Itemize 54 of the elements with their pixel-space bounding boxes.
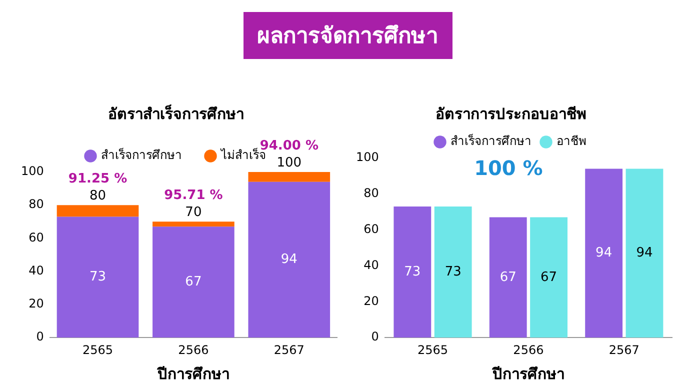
data-label: 94 bbox=[596, 246, 612, 261]
bar bbox=[434, 206, 472, 338]
data-label: 94 bbox=[636, 246, 653, 261]
chart-title: อัตราการประกอบอาชีพ bbox=[436, 104, 586, 123]
y-tick-label: 40 bbox=[364, 258, 379, 272]
x-tick-label: 2566 bbox=[513, 342, 544, 357]
bar bbox=[585, 168, 623, 338]
chart-title: อัตราสำเร็จการศึกษา bbox=[108, 104, 244, 123]
bar bbox=[394, 206, 432, 338]
bar bbox=[152, 226, 234, 338]
x-tick-label: 2567 bbox=[608, 342, 640, 357]
y-tick-label: 100 bbox=[21, 164, 44, 178]
x-tick-label: 2567 bbox=[274, 342, 304, 357]
y-tick-label: 0 bbox=[36, 330, 44, 344]
bar bbox=[56, 205, 139, 217]
legend-label: สำเร็จการศึกษา bbox=[101, 147, 182, 162]
total-label: 80 bbox=[89, 188, 106, 204]
legend-label: ไม่สำเร็จ bbox=[220, 147, 266, 162]
y-tick-label: 80 bbox=[364, 186, 379, 200]
x-tick-label: 2565 bbox=[82, 342, 114, 357]
y-tick-label: 20 bbox=[28, 296, 44, 311]
y-tick-label: 0 bbox=[371, 330, 379, 344]
legend-label: อาชีพ bbox=[556, 134, 586, 148]
bar bbox=[56, 216, 139, 338]
y-tick-label: 40 bbox=[28, 263, 44, 278]
bar bbox=[626, 168, 664, 338]
data-label: 73 bbox=[444, 264, 462, 280]
bar bbox=[489, 217, 527, 338]
data-label: 73 bbox=[404, 264, 421, 280]
bar bbox=[530, 217, 568, 338]
y-tick-label: 80 bbox=[28, 197, 44, 212]
x-axis-title: ปีการศึกษา bbox=[156, 364, 230, 383]
data-label: 73 bbox=[89, 270, 106, 285]
annotation: 95.71 % bbox=[164, 188, 223, 204]
total-label: 100 bbox=[276, 155, 302, 170]
data-label: 67 bbox=[500, 270, 516, 285]
y-tick-label: 60 bbox=[364, 222, 379, 236]
total-label: 70 bbox=[185, 205, 202, 220]
y-tick-label: 100 bbox=[356, 150, 379, 164]
x-axis-title: ปีการศึกษา bbox=[491, 364, 564, 383]
bar bbox=[152, 222, 234, 227]
data-label: 67 bbox=[540, 270, 558, 285]
bar bbox=[248, 172, 330, 182]
y-tick-label: 20 bbox=[364, 294, 379, 308]
bar bbox=[248, 182, 330, 338]
data-label: 67 bbox=[185, 274, 202, 290]
x-tick-label: 2565 bbox=[417, 342, 448, 357]
annotation: 100 % bbox=[474, 156, 543, 180]
legend-label: สำเร็จการศึกษา bbox=[450, 133, 532, 148]
data-label: 94 bbox=[280, 252, 298, 268]
annotation: 91.25 % bbox=[68, 171, 128, 186]
y-tick-label: 60 bbox=[28, 230, 44, 244]
text: ผลการจัดการศึกษา bbox=[243, 12, 452, 59]
x-tick-label: 2566 bbox=[178, 342, 209, 357]
